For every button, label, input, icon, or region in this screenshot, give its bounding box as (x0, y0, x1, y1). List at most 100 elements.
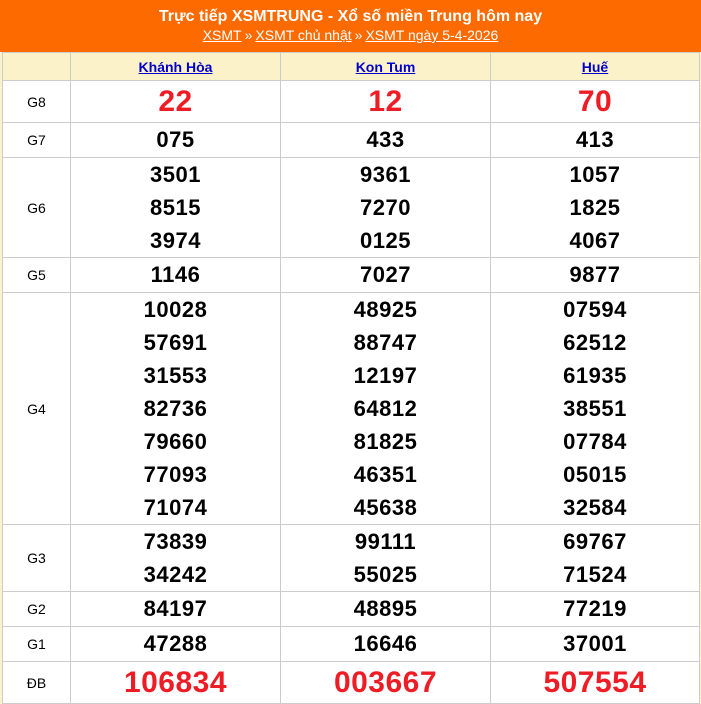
result-number: 62512 (563, 330, 627, 355)
result-cell: 07594 62512 61935 38551 07784 05015 32584 (490, 292, 700, 525)
prize-label: G7 (2, 122, 71, 158)
result-number: 7270 (360, 195, 411, 220)
result-cell: 10028 57691 31553 82736 79660 77093 71074 (70, 292, 281, 525)
result-number: 07784 (563, 429, 627, 454)
result-number: 84197 (143, 596, 208, 621)
result-number: 99111 (354, 529, 417, 554)
result-number: 81825 (353, 429, 418, 454)
result-cell: 1146 (70, 257, 281, 293)
result-number: 34242 (143, 562, 208, 587)
result-cell: 106834 (70, 661, 281, 704)
results-table: Khánh Hòa Kon Tum Huế G8 22 12 70 G7 075 433 41… (2, 52, 700, 704)
result-cell: 48895 (280, 591, 491, 627)
result-cell: 433 (280, 122, 491, 158)
prize-label: G2 (2, 591, 71, 627)
result-number: 77219 (563, 596, 627, 621)
result-cell: 69767 71524 (490, 524, 700, 592)
result-number: 3501 (150, 162, 201, 187)
result-number: 47288 (143, 631, 208, 656)
breadcrumb: XSMT» XSMT chủ nhật» XSMT ngày 5-4-2026 (0, 26, 701, 45)
result-number: 77093 (143, 462, 208, 487)
province-link-hue[interactable]: Huế (581, 58, 609, 75)
page-header: Trực tiếp XSMTRUNG - Xổ số miền Trung hô… (0, 0, 701, 52)
result-number: 05015 (563, 462, 627, 487)
result-number: 38551 (563, 396, 627, 421)
prize-column-header (2, 52, 71, 81)
result-number: 433 (366, 127, 405, 152)
result-cell: 1057 1825 4067 (490, 157, 700, 258)
result-number: 106834 (123, 666, 228, 699)
prize-row-g2: G2 84197 48895 77219 (2, 591, 700, 627)
result-number: 32584 (563, 495, 627, 520)
breadcrumb-link-xsmt-ngay[interactable]: XSMT ngày 5-4-2026 (365, 27, 499, 43)
breadcrumb-link-xsmt-chu-nhat[interactable]: XSMT chủ nhật (255, 27, 352, 43)
prize-row-g5: G5 1146 7027 9877 (2, 257, 700, 293)
result-number: 0125 (360, 228, 411, 253)
prize-row-g1: G1 47288 16646 37001 (2, 626, 700, 662)
result-number: 79660 (143, 429, 208, 454)
prize-label: G3 (2, 524, 71, 592)
result-number: 4067 (569, 228, 621, 253)
prize-row-g6: G6 3501 8515 3974 9361 7270 0125 1057 1825 4067 (2, 157, 700, 258)
result-cell: 9877 (490, 257, 700, 293)
result-number: 31553 (143, 363, 208, 388)
result-number: 7027 (360, 262, 411, 287)
result-number: 12 (368, 85, 403, 118)
breadcrumb-separator: » (354, 27, 363, 43)
result-number: 64812 (353, 396, 418, 421)
result-cell: 70 (490, 80, 700, 123)
result-number: 69767 (563, 529, 627, 554)
breadcrumb-link-xsmt[interactable]: XSMT (202, 27, 242, 43)
result-number: 48925 (353, 297, 418, 322)
result-number: 507554 (543, 666, 647, 699)
prize-row-g8: G8 22 12 70 (2, 80, 700, 123)
result-cell: 12 (280, 80, 491, 123)
result-number: 1825 (569, 195, 621, 220)
prize-label: G4 (2, 292, 71, 525)
result-cell: 37001 (490, 626, 700, 662)
result-number: 48895 (353, 596, 418, 621)
result-number: 07594 (563, 297, 627, 322)
result-cell: 77219 (490, 591, 700, 627)
result-number: 46351 (353, 462, 418, 487)
result-number: 1146 (150, 262, 201, 287)
result-number: 8515 (150, 195, 201, 220)
result-cell: 99111 55025 (280, 524, 491, 592)
result-number: 075 (156, 127, 195, 152)
result-number: 9877 (569, 262, 621, 287)
result-number: 22 (158, 85, 193, 118)
result-cell: 7027 (280, 257, 491, 293)
result-cell: 003667 (280, 661, 491, 704)
column-header-hue: Huế (490, 52, 700, 81)
prize-row-g7: G7 075 433 413 (2, 122, 700, 158)
result-number: 82736 (143, 396, 208, 421)
result-number: 1057 (569, 162, 621, 187)
result-cell: 9361 7270 0125 (280, 157, 491, 258)
result-cell: 16646 (280, 626, 491, 662)
result-number: 10028 (143, 297, 208, 322)
column-header-khanh-hoa: Khánh Hòa (70, 52, 281, 81)
result-cell: 3501 8515 3974 (70, 157, 281, 258)
page-title: Trực tiếp XSMTRUNG - Xổ số miền Trung hô… (158, 8, 543, 25)
result-number: 37001 (563, 631, 627, 656)
result-number: 12197 (353, 363, 418, 388)
breadcrumb-separator: » (244, 27, 253, 43)
prize-row-đb: ĐB 106834 003667 507554 (2, 661, 700, 704)
prize-label: G8 (2, 80, 71, 123)
result-number: 55025 (353, 562, 418, 587)
result-number: 71524 (563, 562, 627, 587)
prize-label: G1 (2, 626, 71, 662)
prize-row-g4: G4 10028 57691 31553 82736 79660 77093 71074 489… (2, 292, 700, 525)
result-number: 16646 (353, 631, 418, 656)
province-link-khanh-hoa[interactable]: Khánh Hòa (138, 58, 213, 75)
result-cell: 413 (490, 122, 700, 158)
result-cell: 075 (70, 122, 281, 158)
result-number: 88747 (353, 330, 418, 355)
prize-label: G6 (2, 157, 71, 258)
result-number: 45638 (353, 495, 418, 520)
province-link-kon-tum[interactable]: Kon Tum (355, 58, 416, 75)
result-cell: 73839 34242 (70, 524, 281, 592)
result-number: 71074 (143, 495, 208, 520)
prize-label: ĐB (2, 661, 71, 704)
column-header-row: Khánh Hòa Kon Tum Huế (2, 52, 700, 81)
